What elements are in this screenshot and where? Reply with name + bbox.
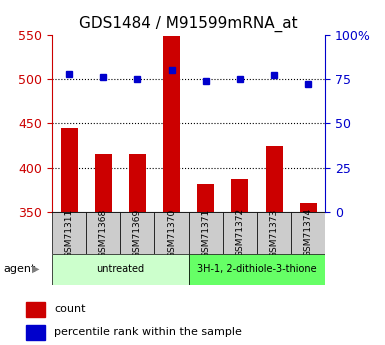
Text: GSM71370: GSM71370 <box>167 208 176 257</box>
Text: GSM71371: GSM71371 <box>201 208 210 257</box>
Bar <box>257 212 291 254</box>
Text: GSM71374: GSM71374 <box>304 208 313 257</box>
Bar <box>95 155 112 212</box>
Bar <box>291 212 325 254</box>
Text: GSM71373: GSM71373 <box>270 208 279 257</box>
Bar <box>189 254 325 285</box>
Text: GSM71369: GSM71369 <box>133 208 142 257</box>
Text: GSM71368: GSM71368 <box>99 208 108 257</box>
Text: untreated: untreated <box>96 264 144 274</box>
Title: GDS1484 / M91599mRNA_at: GDS1484 / M91599mRNA_at <box>79 16 298 32</box>
Bar <box>86 212 120 254</box>
Text: percentile rank within the sample: percentile rank within the sample <box>54 327 242 337</box>
Text: GSM71311: GSM71311 <box>65 208 74 257</box>
Bar <box>189 212 223 254</box>
Bar <box>266 146 283 212</box>
Bar <box>231 179 248 212</box>
Bar <box>120 212 154 254</box>
Bar <box>52 212 86 254</box>
Bar <box>60 128 78 212</box>
Bar <box>26 302 45 317</box>
Bar <box>197 184 214 212</box>
Bar <box>223 212 257 254</box>
Bar <box>163 36 180 212</box>
Bar <box>52 254 189 285</box>
Text: agent: agent <box>4 264 36 274</box>
Bar <box>300 203 317 212</box>
Bar <box>129 154 146 212</box>
Bar <box>26 325 45 340</box>
Text: count: count <box>54 304 85 314</box>
Text: ▶: ▶ <box>32 264 39 274</box>
Bar <box>154 212 189 254</box>
Text: GSM71372: GSM71372 <box>235 208 244 257</box>
Text: 3H-1, 2-dithiole-3-thione: 3H-1, 2-dithiole-3-thione <box>197 264 317 274</box>
